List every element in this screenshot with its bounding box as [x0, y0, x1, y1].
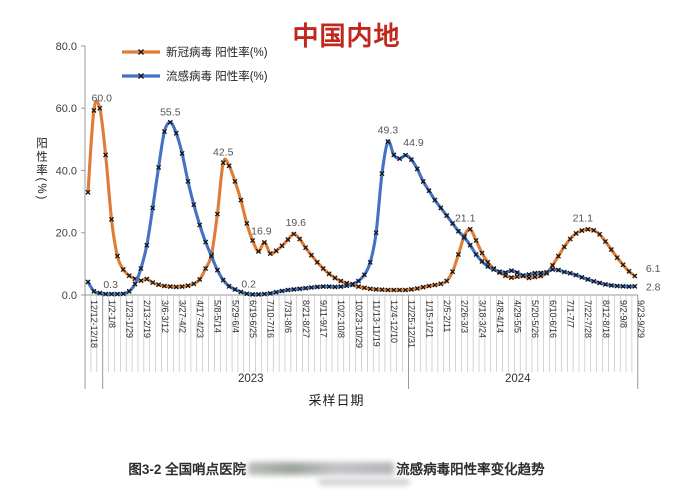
- y-tick-group: 0.0 20.0 40.0 60.0 80.0: [56, 41, 85, 302]
- x-tick-label: 2/26-3/3: [460, 300, 470, 333]
- data-label: 60.0: [92, 92, 113, 104]
- caption-redacted-blur: [248, 461, 395, 475]
- x-tick-label: 7/31-8/6: [283, 300, 293, 333]
- data-label: 16.9: [251, 225, 272, 237]
- x-tick-label: 6/10-6/16: [548, 300, 558, 338]
- legend-item-covid: 新冠病毒 阳性率(%): [122, 40, 268, 64]
- flu-line-swatch-icon: [122, 73, 160, 79]
- x-tick-label: 9/11-9/17: [319, 300, 329, 337]
- data-label: 6.1: [646, 263, 661, 275]
- data-label: 19.6: [286, 217, 307, 229]
- data-label: 55.5: [160, 106, 181, 118]
- data-label: 2.8: [646, 281, 661, 293]
- x-tick-label: 7/22-7/28: [583, 300, 593, 338]
- x-tick-label: 3/6-3/12: [160, 300, 170, 333]
- chart-title: 中国内地: [292, 21, 401, 51]
- y-axis-title: 阳性率(%): [35, 137, 47, 202]
- x-tick-label: 4/8-4/14: [495, 300, 505, 333]
- x-tick-group: [84, 295, 639, 389]
- legend-item-flu: 流感病毒 阳性率(%): [122, 64, 268, 88]
- x-tick-label: 1/15-1/21: [424, 300, 434, 338]
- flu-series-markers: [85, 119, 638, 297]
- year-label-2024: 2024: [505, 373, 531, 385]
- positivity-rate-chart: 0.0 20.0 40.0 60.0 80.0 12/12-12/18 1/2-1/8 1/2…: [56, 41, 661, 389]
- x-tick-label: 12/12-12/18: [89, 300, 99, 348]
- x-tick-label: 9/23-9/29: [636, 300, 646, 338]
- x-tick-label: 5/29-6/4: [230, 300, 240, 333]
- x-tick-label: 4/29-5/5: [513, 300, 523, 333]
- data-label: 21.1: [573, 212, 594, 224]
- data-label: 21.1: [455, 212, 476, 224]
- data-label-group: 60.0 0.3 55.5 42.5 0.2 16.9 19.6 49.3 44.9 21.1 21…: [92, 92, 661, 293]
- data-label: 0.2: [241, 278, 256, 290]
- x-tick-label: 8/21-8/27: [301, 300, 311, 338]
- caption-suffix: 流感病毒阳性率变化趋势: [396, 462, 545, 477]
- x-tick-label: 4/17-4/23: [195, 300, 205, 338]
- legend-label-flu: 流感病毒 阳性率(%): [166, 71, 268, 83]
- x-tick-label: 7/10-7/16: [266, 300, 276, 338]
- x-tick-label: 7/1-7/7: [565, 300, 575, 328]
- caption-smudge-blur: [318, 479, 410, 485]
- caption-prefix: 图3-2 全国哨点医院: [128, 462, 247, 477]
- x-tick-label: 12/25-12/31: [407, 300, 417, 348]
- covid-line-swatch-icon: [122, 49, 160, 55]
- x-tick-label: 9/2-9/8: [618, 300, 628, 328]
- x-tick-label: 1/2-1/8: [107, 300, 117, 328]
- x-tick-label: 5/20-5/26: [530, 300, 540, 338]
- year-label-2023: 2023: [238, 373, 264, 385]
- figure-caption: 图3-2 全国哨点医院 流感病毒阳性率变化趋势: [0, 458, 673, 478]
- x-tick-label: 3/27-4/2: [177, 300, 187, 333]
- x-tick-label: 8/12-8/18: [601, 300, 611, 338]
- x-tick-label: 10/23-10/29: [354, 300, 364, 348]
- x-tick-label: 1/23-1/29: [124, 300, 134, 338]
- data-label: 42.5: [213, 147, 234, 159]
- y-tick-label: 20.0: [56, 228, 77, 240]
- x-tick-label: 11/13-11/19: [371, 300, 381, 347]
- y-tick-label: 80.0: [56, 41, 77, 53]
- data-label: 49.3: [378, 125, 399, 137]
- y-tick-label: 60.0: [56, 103, 77, 115]
- y-tick-label: 40.0: [56, 165, 77, 177]
- legend: 新冠病毒 阳性率(%) 流感病毒 阳性率(%): [122, 40, 268, 88]
- x-label-group: 12/12-12/18 1/2-1/8 1/23-1/29 2/13-2/19 3/6-…: [89, 300, 646, 348]
- x-tick-label: 10/2-10/8: [336, 300, 346, 338]
- flu-series-line: [86, 120, 637, 296]
- x-tick-label: 3/18-3/24: [477, 300, 487, 338]
- covid-series-line: [86, 99, 637, 292]
- data-label: 44.9: [403, 137, 424, 149]
- x-axis-title: 采样日期: [308, 393, 365, 408]
- data-label: 0.3: [103, 279, 118, 291]
- y-tick-label: 0.0: [62, 290, 77, 302]
- x-tick-label: 2/13-2/19: [142, 300, 152, 338]
- legend-label-covid: 新冠病毒 阳性率(%): [166, 47, 268, 59]
- x-tick-label: 5/8-5/14: [213, 300, 223, 333]
- x-tick-label: 12/4-12/10: [389, 300, 399, 343]
- x-tick-label: 6/19-6/25: [248, 300, 258, 338]
- x-tick-label: 2/5-2/11: [442, 300, 452, 332]
- covid-series-markers: [85, 105, 638, 293]
